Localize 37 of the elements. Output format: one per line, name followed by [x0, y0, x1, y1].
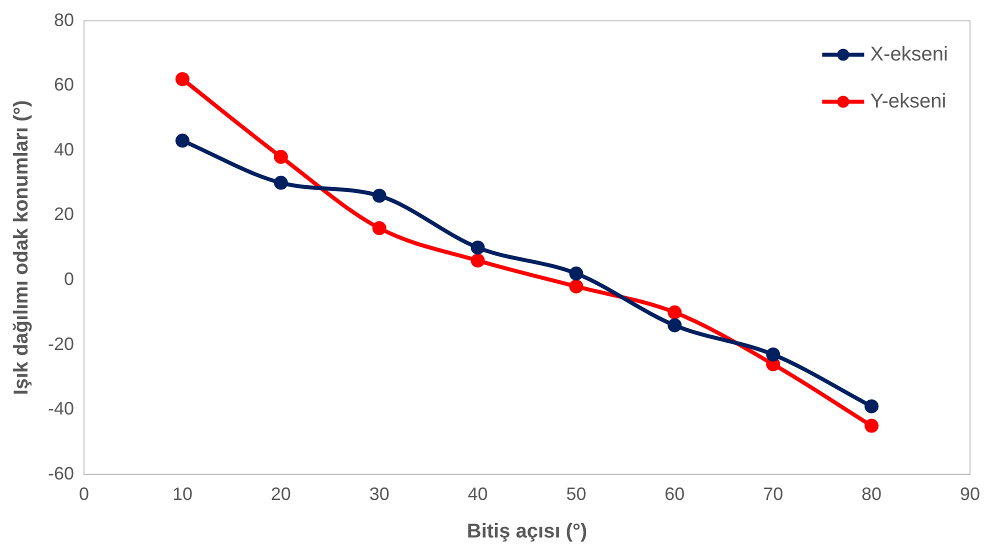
- point: [274, 150, 288, 164]
- point: [864, 399, 879, 414]
- x-tick-label: 90: [960, 484, 980, 504]
- x-tick-label: 10: [172, 484, 192, 504]
- point: [175, 72, 190, 86]
- y-axis-title: Işık dağılımı odak konumları (°): [10, 100, 33, 395]
- point: [668, 318, 682, 332]
- point: [470, 240, 485, 255]
- x-tick-label: 40: [468, 484, 488, 504]
- y-tick-label: 80: [54, 10, 74, 30]
- point: [175, 134, 190, 148]
- y-tick-label: 20: [54, 204, 74, 224]
- x-tick-label: 50: [566, 484, 586, 504]
- y-tick-label: -60: [48, 463, 74, 484]
- y-tick-label: 0: [64, 268, 74, 289]
- x-axis-title: Bitiş açısı (°): [466, 520, 588, 543]
- y-tick-label: 40: [54, 139, 74, 160]
- x-tick-label: 20: [270, 484, 291, 504]
- point: [668, 305, 682, 320]
- legend-label: Y-ekseni: [870, 90, 946, 112]
- legend-label: X-ekseni: [870, 43, 948, 66]
- y-tick-label: -20: [48, 334, 74, 354]
- y-tick-label: -40: [48, 398, 74, 419]
- x-tick-label: 0: [79, 484, 90, 504]
- x-tick-label: 70: [763, 484, 784, 504]
- point: [864, 418, 879, 433]
- point: [766, 348, 780, 362]
- point: [372, 188, 386, 203]
- x-tick-label: 30: [369, 484, 390, 504]
- y-tick-label: 60: [54, 74, 74, 95]
- point: [569, 279, 584, 294]
- point: [470, 254, 485, 268]
- point: [274, 176, 288, 190]
- x-tick-label: 60: [664, 484, 685, 504]
- point: [569, 266, 584, 281]
- x-tick-label: 80: [862, 484, 882, 504]
- point: [372, 221, 386, 236]
